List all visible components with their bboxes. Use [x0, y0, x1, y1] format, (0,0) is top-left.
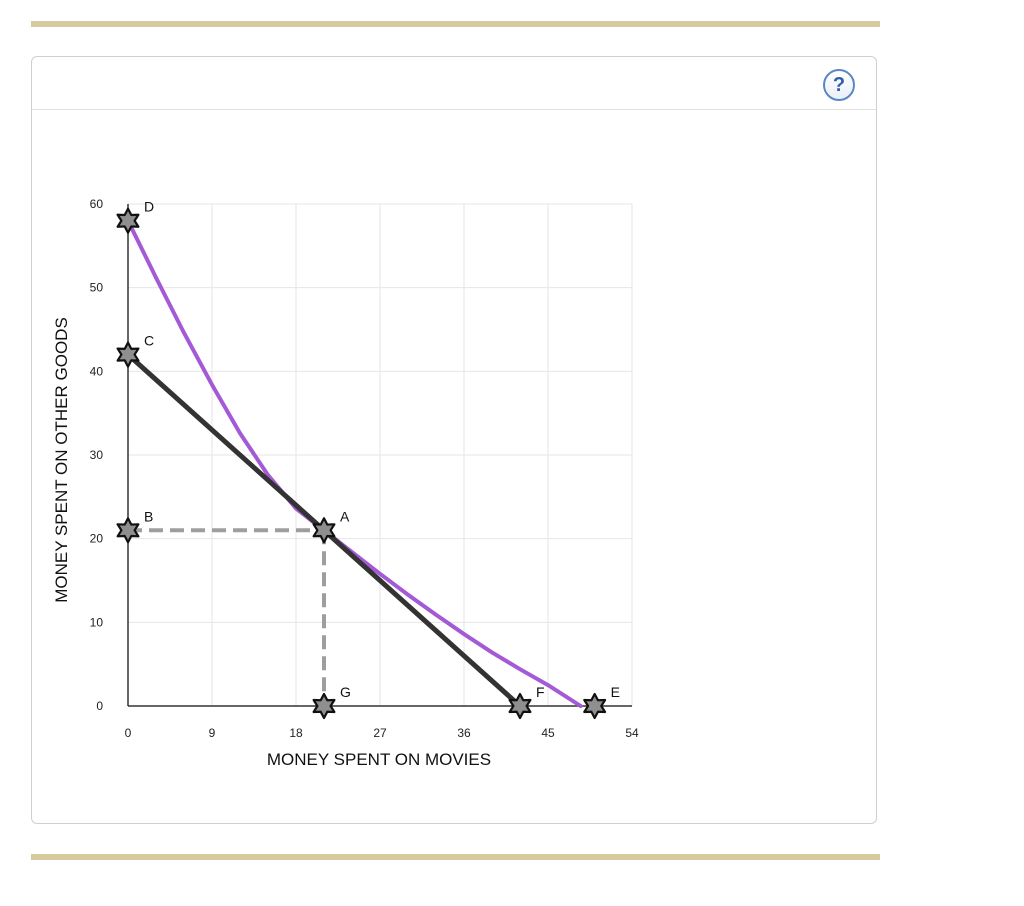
help-button[interactable]: ?: [823, 69, 855, 101]
x-tick-label: 36: [457, 726, 471, 740]
point-label-f: F: [536, 684, 545, 700]
points: D C B A G F E: [116, 199, 620, 720]
point-marker-f: [508, 692, 532, 720]
grid: [127, 203, 633, 707]
point-label-e: E: [611, 684, 620, 700]
bottom-rule: [31, 854, 880, 860]
y-tick-label: 30: [90, 448, 104, 462]
series: [125, 218, 583, 709]
point-label-b: B: [144, 508, 153, 524]
x-tick-label: 18: [289, 726, 303, 740]
point-label-c: C: [144, 333, 154, 349]
x-axis-title: MONEY SPENT ON MOVIES: [267, 750, 491, 769]
x-tick-label: 0: [125, 726, 132, 740]
y-tick-label: 40: [90, 364, 104, 378]
point-marker-b: [116, 517, 140, 544]
y-axis-title: MONEY SPENT ON OTHER GOODS: [52, 317, 71, 603]
x-tick-label: 54: [625, 726, 639, 740]
x-tick-label: 27: [373, 726, 387, 740]
indifference-curve: [126, 218, 583, 708]
point-label-a: A: [340, 508, 350, 524]
point-marker-d: [116, 207, 140, 234]
top-rule: [31, 21, 880, 27]
x-tick-label: 45: [541, 726, 555, 740]
x-tick-label: 9: [209, 726, 216, 740]
axes: [127, 204, 632, 707]
question-panel: ?: [31, 56, 877, 824]
point-marker-e: [583, 692, 607, 720]
panel-header-divider: [32, 109, 876, 110]
point-label-d: D: [144, 199, 154, 215]
point-marker-g: [312, 692, 336, 720]
y-tick-label: 20: [90, 532, 104, 546]
y-tick-label: 60: [90, 197, 104, 211]
point-marker-c: [116, 341, 140, 368]
y-tick-label: 50: [90, 281, 104, 295]
y-tick-label: 10: [90, 615, 104, 629]
tick-labels: 0 9 18 27 36 45 54 0 10 20 30 40 50 60: [90, 197, 639, 740]
y-tick-label: 0: [96, 699, 103, 713]
question-mark-icon: ?: [832, 73, 846, 96]
point-marker-a: [312, 517, 336, 544]
point-label-g: G: [340, 684, 351, 700]
